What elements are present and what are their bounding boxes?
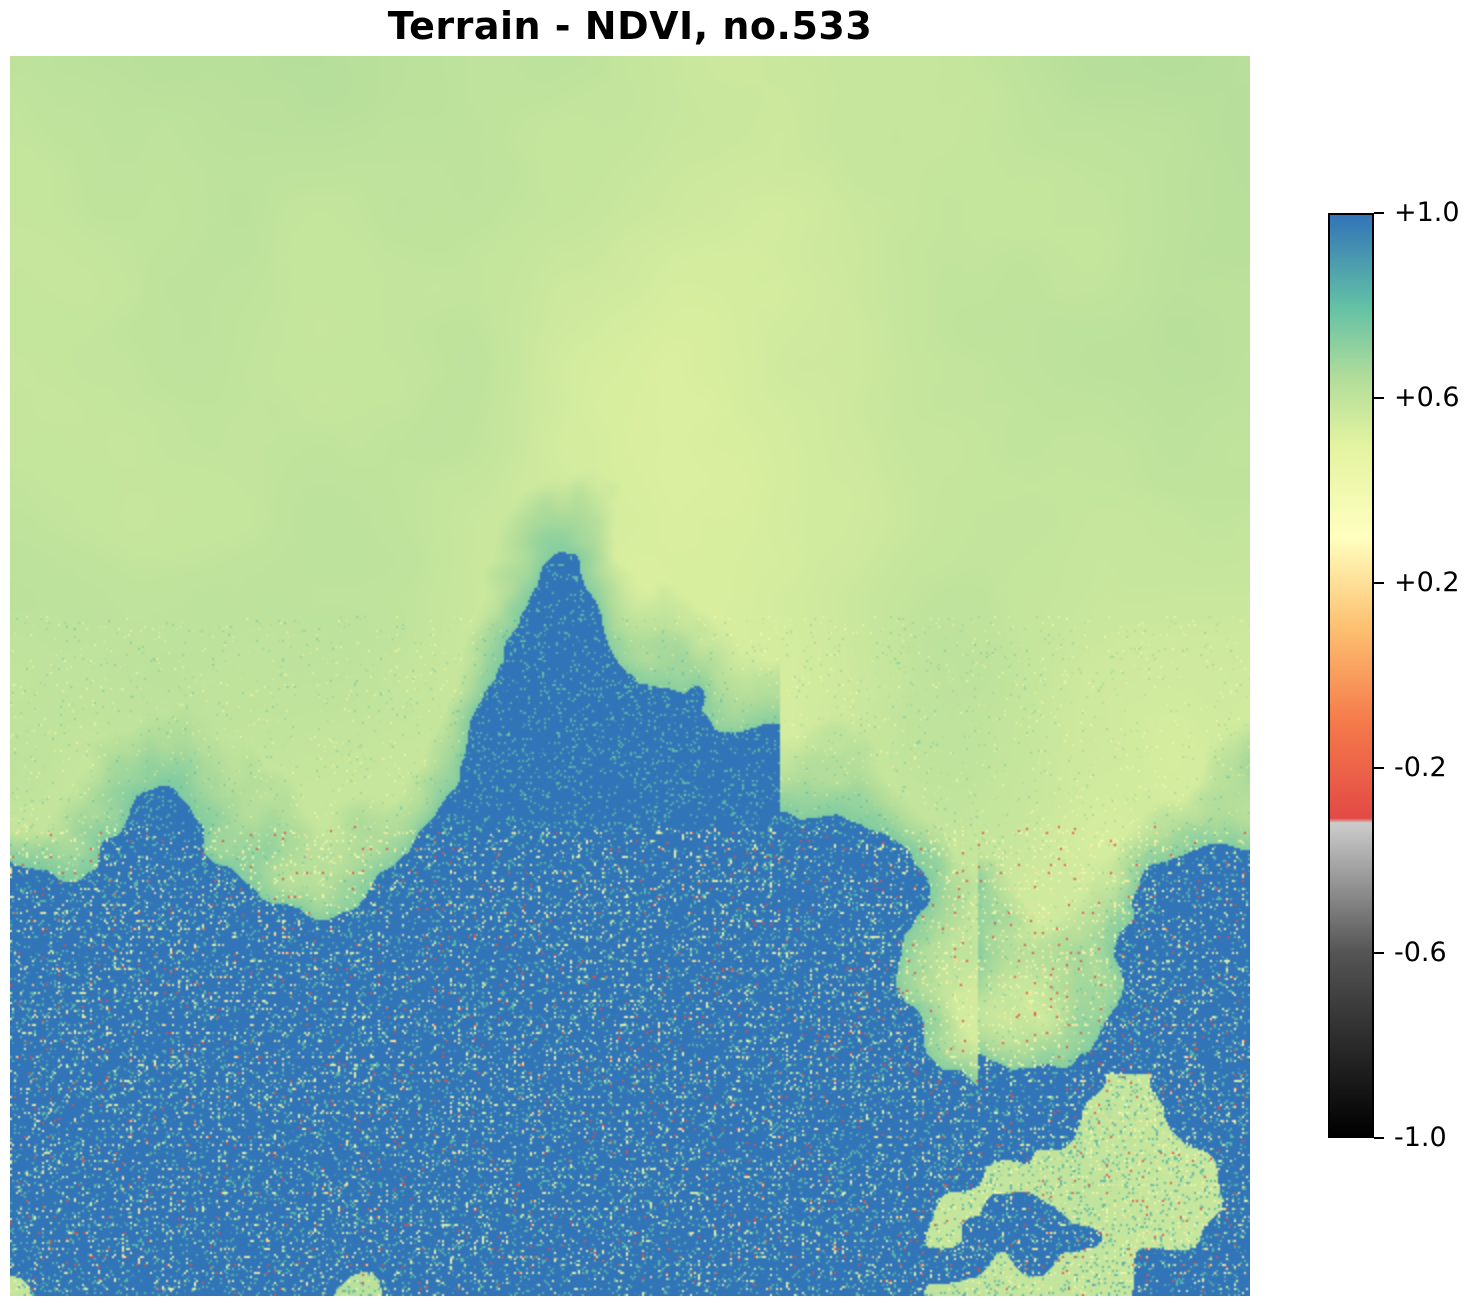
colorbar-tick-label: -0.2 xyxy=(1394,752,1447,783)
colorbar-tick-mark xyxy=(1374,397,1384,399)
colorbar-tick-label: +1.0 xyxy=(1394,197,1460,228)
colorbar-tick-label: +0.2 xyxy=(1394,567,1460,598)
colorbar-tick-mark xyxy=(1374,212,1384,214)
chart-title: Terrain - NDVI, no.533 xyxy=(387,4,873,48)
colorbar-tick-label: +0.6 xyxy=(1394,382,1460,413)
colorbar-tick-mark xyxy=(1374,1137,1384,1139)
ndvi-map xyxy=(10,56,1250,1296)
colorbar-tick-label: -1.0 xyxy=(1394,1122,1447,1153)
colorbar-tick-mark xyxy=(1374,767,1384,769)
colorbar xyxy=(1328,213,1374,1138)
colorbar-tick-label: -0.6 xyxy=(1394,937,1447,968)
ndvi-heatmap xyxy=(10,56,1250,1296)
colorbar-tick-mark xyxy=(1374,952,1384,954)
colorbar-tick-mark xyxy=(1374,582,1384,584)
